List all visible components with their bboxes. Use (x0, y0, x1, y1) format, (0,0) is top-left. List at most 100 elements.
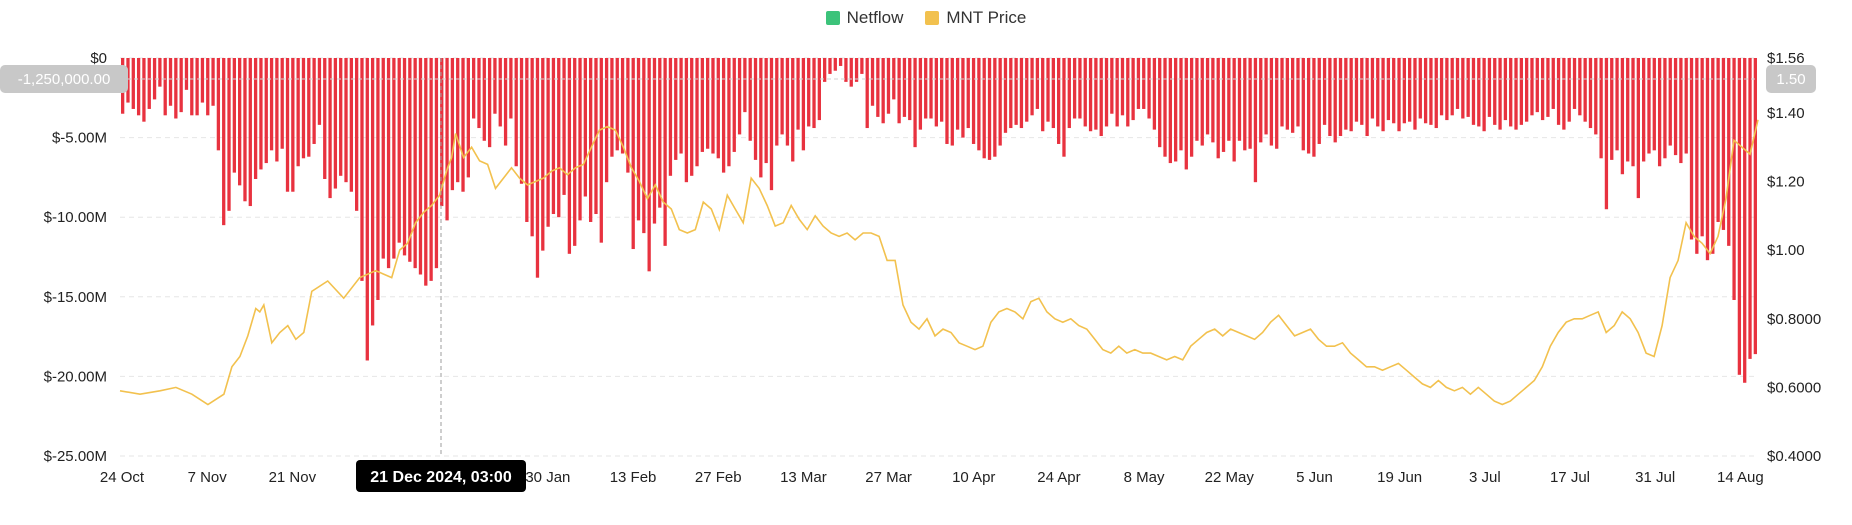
netflow-bar[interactable] (604, 58, 609, 183)
netflow-bar[interactable] (1530, 58, 1534, 116)
netflow-bar[interactable] (1423, 58, 1428, 124)
netflow-bar[interactable] (551, 58, 556, 215)
netflow-bar[interactable] (1354, 58, 1359, 122)
netflow-bar[interactable] (599, 58, 603, 243)
netflow-bar[interactable] (589, 58, 593, 222)
netflow-bar[interactable] (503, 58, 508, 146)
netflow-bar[interactable] (1578, 58, 1582, 116)
netflow-bar[interactable] (1237, 58, 1242, 141)
netflow-bar[interactable] (1365, 58, 1369, 137)
netflow-bar[interactable] (1445, 58, 1449, 121)
netflow-bar[interactable] (1014, 58, 1018, 125)
netflow-bar[interactable] (381, 58, 385, 259)
netflow-bar[interactable] (434, 58, 439, 269)
netflow-bar[interactable] (152, 58, 157, 100)
netflow-bar[interactable] (179, 58, 183, 113)
netflow-bar[interactable] (1487, 58, 1492, 117)
netflow-bar[interactable] (168, 58, 173, 106)
netflow-bar[interactable] (147, 58, 151, 109)
netflow-bar[interactable] (1711, 58, 1715, 254)
netflow-bar[interactable] (1152, 58, 1157, 130)
netflow-bar[interactable] (1695, 58, 1699, 254)
netflow-bar[interactable] (206, 58, 210, 116)
netflow-bar[interactable] (1551, 58, 1555, 109)
netflow-bar[interactable] (1429, 58, 1433, 125)
netflow-bar[interactable] (833, 58, 837, 71)
netflow-bar[interactable] (663, 58, 667, 246)
netflow-bar[interactable] (807, 58, 811, 127)
netflow-bar[interactable] (658, 58, 662, 208)
netflow-bar[interactable] (1088, 58, 1093, 132)
netflow-bar[interactable] (312, 58, 316, 144)
netflow-bar[interactable] (1003, 58, 1008, 133)
netflow-bar[interactable] (780, 58, 784, 135)
legend-item-netflow[interactable]: Netflow (825, 8, 903, 28)
netflow-bar[interactable] (1498, 58, 1502, 130)
netflow-bar[interactable] (1748, 58, 1752, 359)
netflow-bar[interactable] (934, 58, 938, 127)
netflow-bar[interactable] (844, 58, 848, 82)
netflow-bar[interactable] (615, 58, 619, 151)
netflow-bar[interactable] (1408, 58, 1412, 122)
netflow-bar[interactable] (370, 58, 375, 326)
netflow-bar[interactable] (1413, 58, 1417, 130)
netflow-bar[interactable] (259, 58, 263, 170)
netflow-bar[interactable] (402, 58, 407, 256)
netflow-bar[interactable] (1455, 58, 1460, 109)
netflow-bar[interactable] (344, 58, 348, 183)
netflow-bar[interactable] (1051, 58, 1055, 129)
netflow-bar[interactable] (216, 58, 221, 151)
netflow-bar[interactable] (897, 58, 901, 124)
netflow-bar[interactable] (525, 58, 529, 222)
netflow-bar[interactable] (1631, 58, 1635, 167)
netflow-bar[interactable] (275, 58, 279, 162)
netflow-bar[interactable] (1700, 58, 1704, 237)
netflow-bar[interactable] (1477, 58, 1481, 127)
netflow-bar[interactable] (1620, 58, 1625, 175)
netflow-bar[interactable] (360, 58, 364, 281)
netflow-bar[interactable] (854, 58, 859, 82)
netflow-bar[interactable] (1179, 58, 1183, 151)
netflow-bar[interactable] (1126, 58, 1130, 127)
netflow-bar[interactable] (993, 58, 997, 157)
netflow-bar[interactable] (238, 58, 242, 186)
netflow-bar[interactable] (955, 58, 960, 130)
netflow-bar[interactable] (1727, 58, 1731, 246)
netflow-bar[interactable] (716, 58, 720, 159)
netflow-bar[interactable] (285, 58, 290, 192)
netflow-bar[interactable] (636, 58, 641, 221)
netflow-bar[interactable] (631, 58, 635, 250)
netflow-bar[interactable] (1041, 58, 1045, 132)
netflow-bar[interactable] (190, 58, 194, 116)
netflow-bar[interactable] (706, 58, 710, 149)
netflow-bar[interactable] (881, 58, 885, 124)
netflow-bar[interactable] (1221, 58, 1226, 152)
netflow-bar[interactable] (1243, 58, 1247, 151)
netflow-bar[interactable] (727, 58, 731, 167)
netflow-bar[interactable] (280, 58, 284, 149)
netflow-bar[interactable] (1546, 58, 1550, 117)
netflow-bar[interactable] (695, 58, 699, 167)
netflow-bar[interactable] (1025, 58, 1029, 122)
netflow-bar[interactable] (530, 58, 534, 237)
netflow-bar[interactable] (769, 58, 774, 191)
netflow-bar[interactable] (195, 58, 199, 116)
netflow-bar[interactable] (1636, 58, 1640, 199)
netflow-bar[interactable] (1370, 58, 1375, 119)
netflow-bar[interactable] (472, 58, 476, 119)
netflow-bar[interactable] (349, 58, 353, 192)
netflow-bar[interactable] (1540, 58, 1545, 121)
netflow-bar[interactable] (1019, 58, 1024, 129)
netflow-bar[interactable] (1322, 58, 1327, 125)
netflow-bar[interactable] (812, 58, 816, 129)
netflow-bar[interactable] (1259, 58, 1263, 143)
netflow-bar[interactable] (945, 58, 949, 144)
netflow-bar[interactable] (1652, 58, 1656, 151)
netflow-bar[interactable] (913, 58, 917, 148)
netflow-bar[interactable] (652, 58, 657, 224)
netflow-bar[interactable] (200, 58, 205, 103)
netflow-bar[interactable] (1083, 58, 1087, 127)
netflow-bar[interactable] (998, 58, 1002, 146)
netflow-bar[interactable] (1509, 58, 1513, 127)
